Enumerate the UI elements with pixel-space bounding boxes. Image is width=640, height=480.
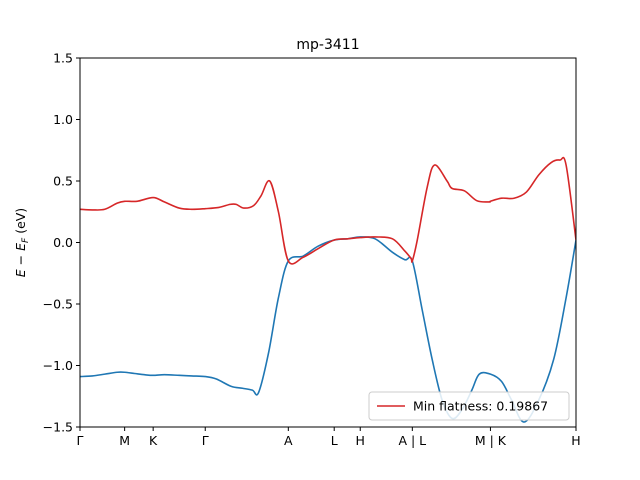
x-axis: Γ M K Γ A L H A | L M | K H [77, 427, 581, 448]
y-axis-label: E − EF (eV) [13, 208, 31, 277]
legend-box [368, 391, 570, 421]
x-tick-label: A [284, 433, 293, 448]
y-tick-label: −1.0 [43, 358, 73, 373]
chart-title: mp-3411 [296, 37, 359, 53]
x-tick-label: H [356, 433, 365, 448]
x-tick-label: Γ [202, 433, 209, 448]
y-tick-label: 0.0 [53, 235, 73, 250]
x-tick-label: L [331, 433, 338, 448]
x-tick-label: Γ [77, 433, 84, 448]
legend: Min flatness: 0.19867 [368, 391, 570, 421]
band-line-2 [80, 156, 576, 265]
y-tick-label: −1.5 [43, 420, 73, 435]
x-tick-label: A | L [398, 433, 426, 448]
x-tick-label: K [149, 433, 158, 448]
y-tick-label: −0.5 [43, 297, 73, 312]
x-tick-label: M | K [475, 433, 507, 448]
x-tick-label: H [571, 433, 580, 448]
band-line-1 [80, 236, 576, 423]
legend-entry: Min flatness: 0.19867 [413, 399, 548, 414]
x-tick-label: M [119, 433, 130, 448]
y-tick-label: 0.5 [53, 174, 73, 189]
y-tick-label: 1.5 [53, 51, 73, 66]
y-axis: −1.5 −1.0 −0.5 0.0 0.5 1.0 1.5 [43, 51, 80, 435]
y-tick-label: 1.0 [53, 112, 73, 127]
series-layer [80, 156, 576, 423]
